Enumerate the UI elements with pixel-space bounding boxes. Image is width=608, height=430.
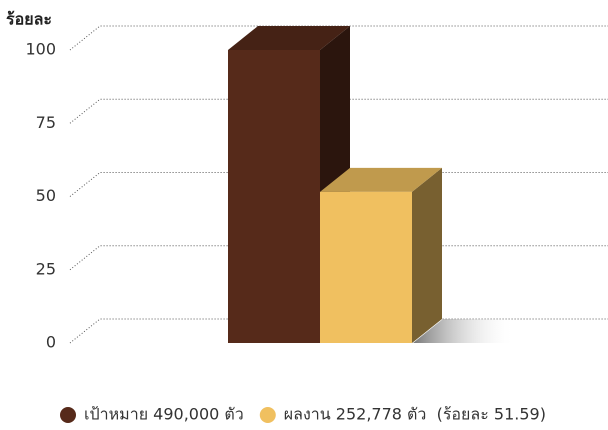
bar-side: [412, 167, 442, 343]
y-tick-label: 100: [25, 40, 56, 59]
grid-line: [69, 98, 608, 124]
grid-line: [69, 172, 608, 197]
legend-label: ผลงาน 252,778 ตัว (ร้อยละ 51.59): [284, 405, 546, 424]
bar-top: [228, 26, 350, 50]
legend-swatch: [60, 407, 76, 423]
legend-swatch: [259, 407, 276, 423]
grid-line: [69, 25, 608, 51]
y-tick-label: 0: [46, 333, 56, 352]
bar: [320, 167, 442, 343]
y-tick-label: 25: [36, 259, 56, 278]
grid-line: [69, 245, 608, 271]
legend-label: เป้าหมาย 490,000 ตัว: [84, 405, 244, 424]
bar-front: [320, 191, 412, 343]
bar-front: [228, 50, 320, 343]
y-axis-label: ร้อยละ: [6, 10, 52, 29]
grid-line: [69, 318, 608, 344]
y-tick-label: 50: [36, 186, 56, 205]
y-tick-label: 75: [36, 113, 56, 132]
bar-top: [320, 167, 442, 192]
floor-shadow: [413, 319, 515, 343]
